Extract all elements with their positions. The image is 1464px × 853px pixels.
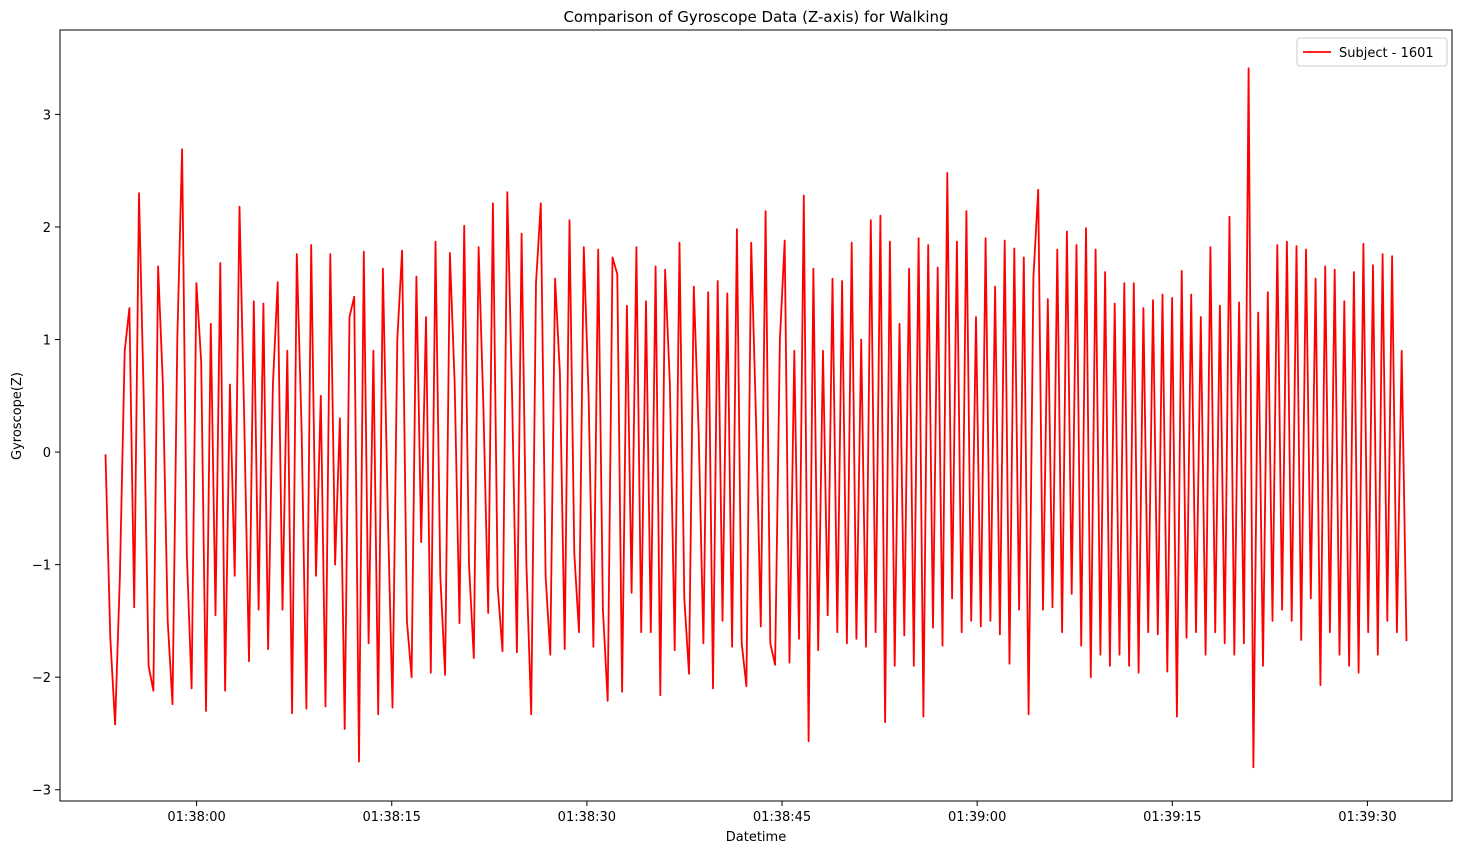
y-tick-label: 3 bbox=[43, 108, 51, 123]
x-tick-label: 01:38:15 bbox=[363, 810, 421, 825]
x-tick-label: 01:39:15 bbox=[1143, 810, 1201, 825]
legend: Subject - 1601 bbox=[1296, 37, 1448, 67]
y-tick-label: 2 bbox=[43, 221, 51, 236]
y-tick-label: −2 bbox=[32, 671, 51, 686]
y-axis-ticks: 3 2 1 0 −1 −2 −3 bbox=[32, 108, 60, 799]
y-tick-label: −3 bbox=[32, 784, 51, 799]
y-tick-label: −1 bbox=[32, 559, 51, 574]
series-line-0 bbox=[104, 67, 1408, 769]
y-axis-label: Gyroscope(Z) bbox=[10, 372, 25, 460]
x-tick-label: 01:39:00 bbox=[948, 810, 1006, 825]
plot-frame bbox=[59, 29, 1453, 802]
x-tick-label: 01:38:45 bbox=[753, 810, 811, 825]
chart-title: Comparison of Gyroscope Data (Z-axis) fo… bbox=[563, 8, 948, 26]
x-tick-label: 01:39:30 bbox=[1338, 810, 1396, 825]
legend-label: Subject - 1601 bbox=[1339, 46, 1434, 61]
x-axis-label: Datetime bbox=[726, 830, 786, 845]
legend-box bbox=[1296, 37, 1448, 67]
y-tick-label: 1 bbox=[43, 334, 51, 349]
x-tick-label: 01:38:00 bbox=[167, 810, 225, 825]
x-axis-ticks: 01:38:00 01:38:15 01:38:30 01:38:45 01:39:00… bbox=[167, 801, 1397, 825]
x-tick-label: 01:38:30 bbox=[558, 810, 616, 825]
y-tick-label: 0 bbox=[43, 446, 51, 461]
series-layer bbox=[104, 67, 1408, 769]
